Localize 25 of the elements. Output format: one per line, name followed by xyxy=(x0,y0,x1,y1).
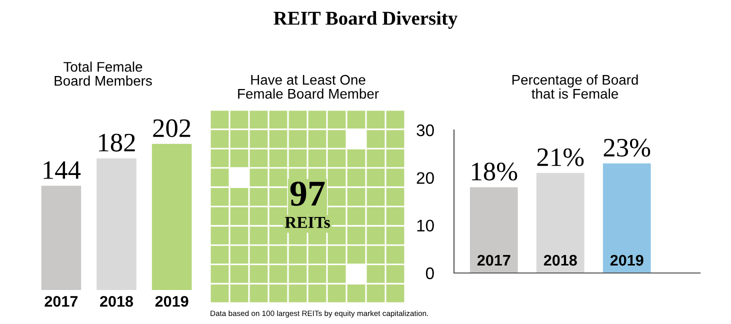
text: REITs xyxy=(284,216,330,228)
x-tick-label: 2017 xyxy=(44,296,78,307)
x-tick-label: 2018 xyxy=(544,254,577,266)
x-tick-label: 2019 xyxy=(610,254,644,266)
text: 97 xyxy=(290,182,325,206)
data-label: 18% xyxy=(472,162,518,181)
bar xyxy=(602,163,651,273)
data-label: 144 xyxy=(44,161,81,179)
text: REIT Board Diversity xyxy=(274,11,458,29)
chart-title: Percentage of Board that is Female xyxy=(512,74,638,99)
x-tick-label: 2019 xyxy=(155,296,188,307)
bar xyxy=(536,172,584,273)
text: Have at Least One Female Board Member xyxy=(238,74,379,99)
data-label: 23% xyxy=(604,138,650,157)
data-label: 21% xyxy=(537,148,584,166)
bar xyxy=(470,187,518,273)
data-label: 182 xyxy=(99,134,135,152)
x-tick-label: 2018 xyxy=(100,296,134,307)
y-tick-label: 10 xyxy=(417,220,434,232)
x-tick-label: 2017 xyxy=(477,254,510,266)
y-tick-label: 20 xyxy=(416,172,434,184)
data-label: 202 xyxy=(153,119,190,138)
chart-title: Total Female Board Members xyxy=(54,62,152,86)
y-tick-label: 0 xyxy=(426,267,434,280)
y-tick-label: 30 xyxy=(416,124,434,136)
